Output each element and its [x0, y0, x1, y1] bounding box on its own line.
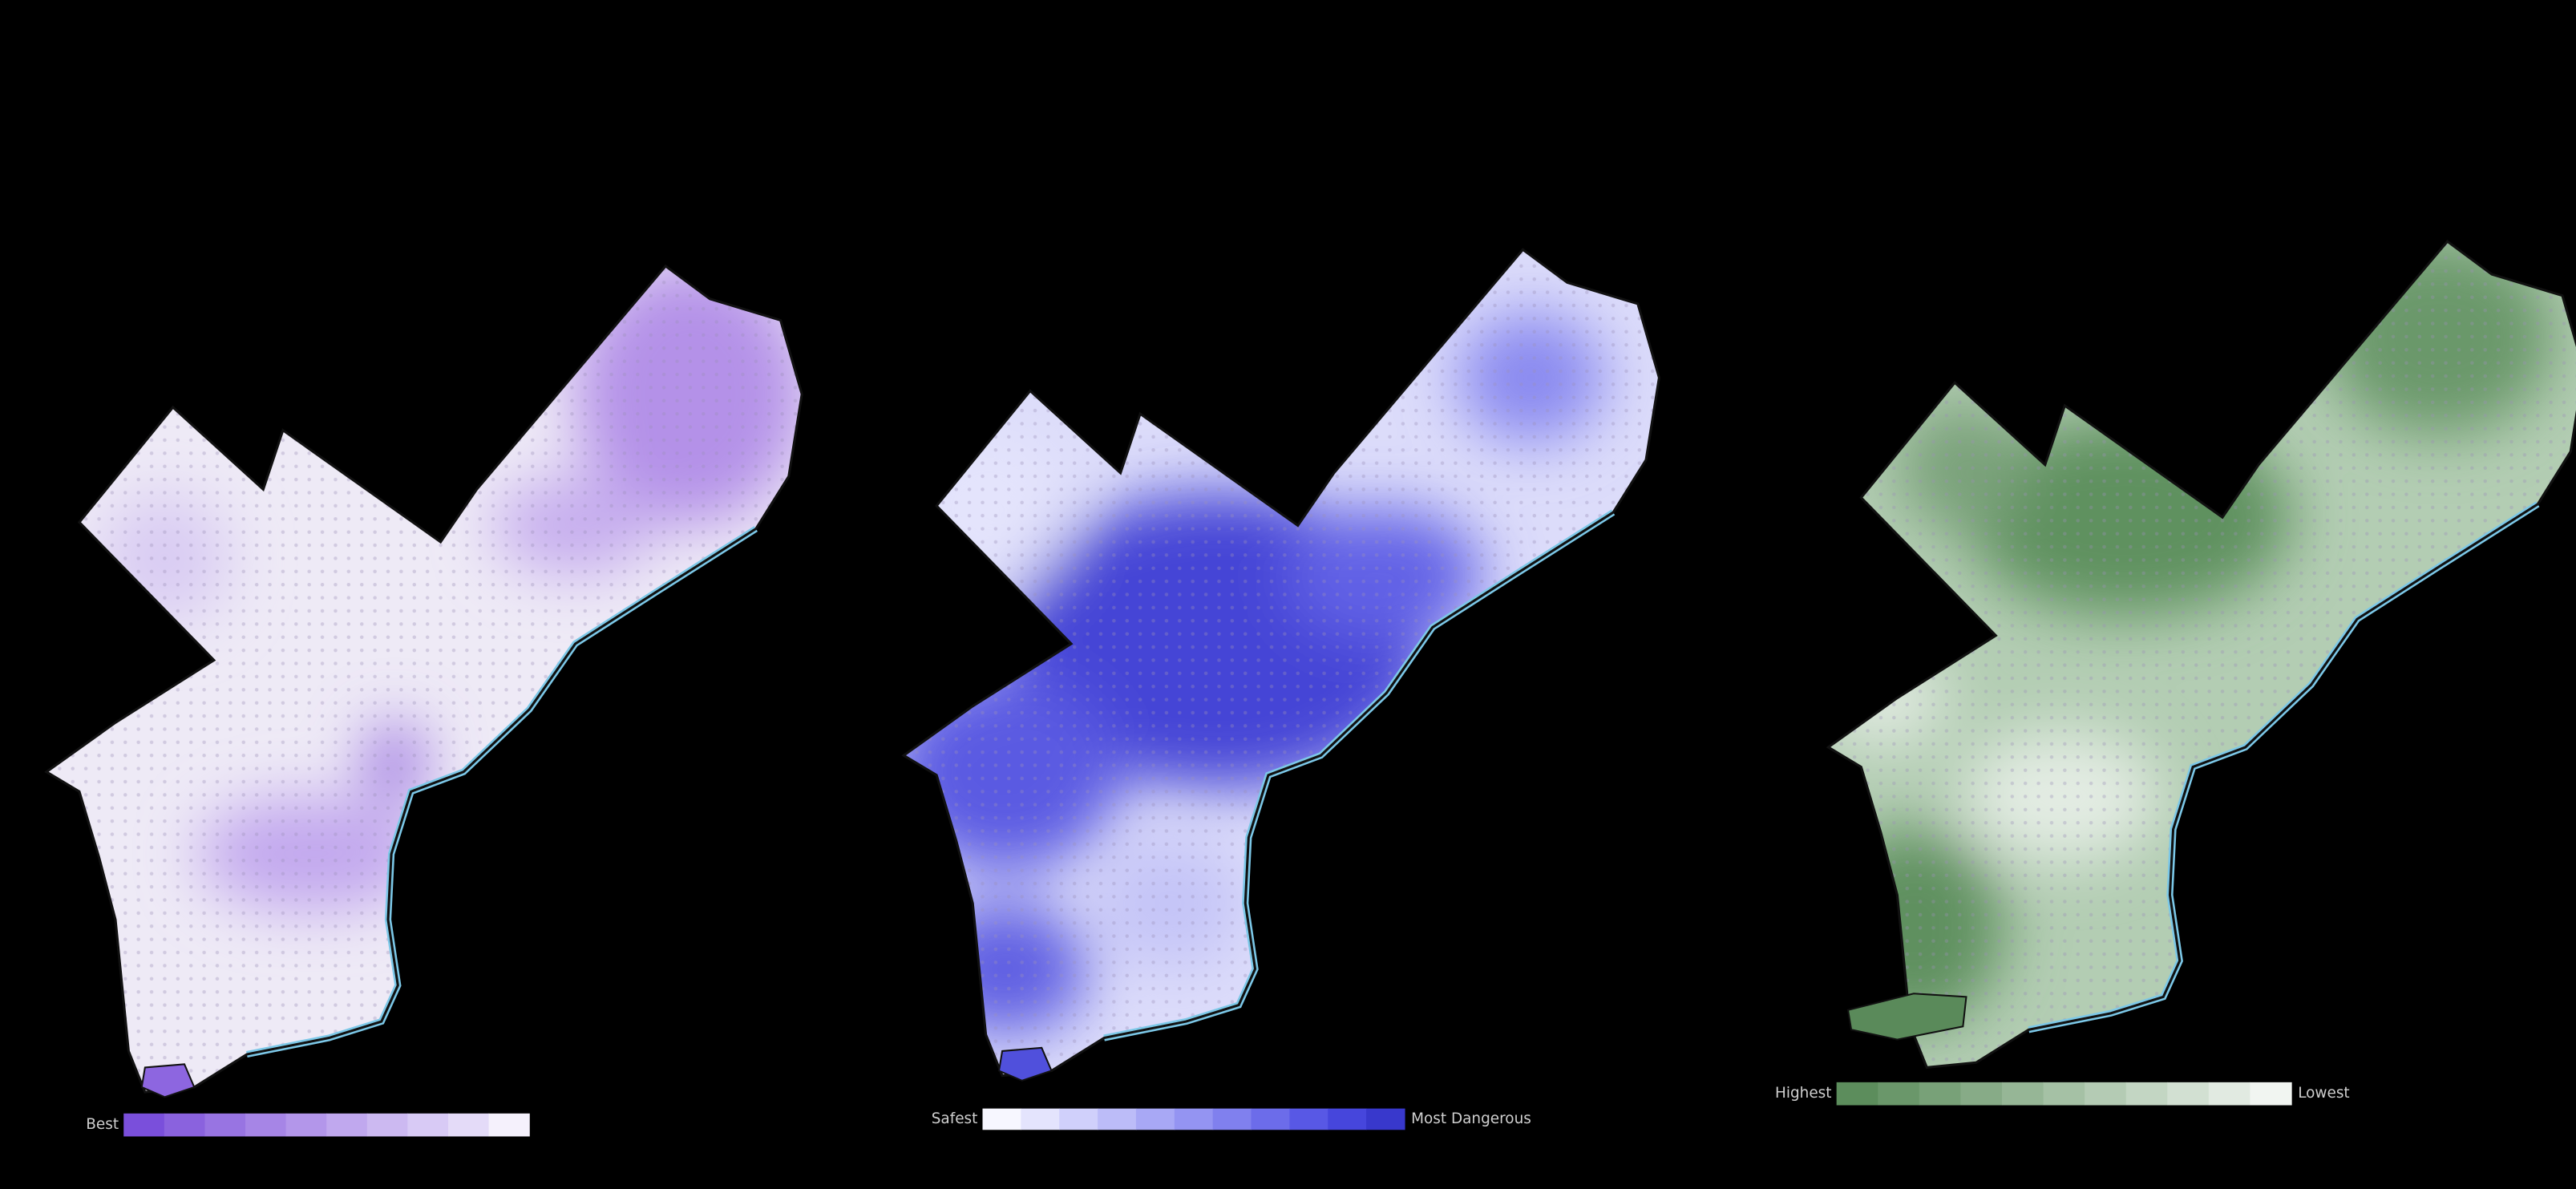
legend-swatch	[407, 1113, 449, 1137]
legend-swatch	[326, 1113, 368, 1137]
legend-swatch	[2208, 1082, 2251, 1106]
legends: Best Safest Most Dangerous Highest Lowest	[86, 1082, 2350, 1137]
legend-swatch	[123, 1113, 165, 1137]
legend-swatch	[2085, 1082, 2127, 1106]
legend-swatch	[1098, 1108, 1137, 1130]
legend-swatch	[1960, 1082, 2003, 1106]
legend-swatch	[1366, 1108, 1405, 1130]
legend-label-right: Most Dangerous	[1411, 1110, 1531, 1127]
legend-swatch	[285, 1113, 327, 1137]
legend-label-left: Safest	[932, 1110, 978, 1127]
legend-swatch	[1289, 1108, 1328, 1130]
legend-swatch	[1212, 1108, 1252, 1130]
map-purple	[45, 265, 803, 1098]
legend-swatch	[1251, 1108, 1290, 1130]
legend-swatch	[2001, 1082, 2044, 1106]
legend-swatch	[1059, 1108, 1098, 1130]
legend-swatch	[2043, 1082, 2085, 1106]
legend-label-left: Highest	[1775, 1085, 1832, 1102]
legend-swatch	[2167, 1082, 2210, 1106]
legend-swatch	[164, 1113, 206, 1137]
legend-swatch	[982, 1108, 1021, 1130]
legend-swatch	[488, 1113, 530, 1137]
legend-swatch	[204, 1113, 246, 1137]
legend-swatch	[1174, 1108, 1214, 1130]
legend-swatch	[447, 1113, 490, 1137]
legend-label-right: Lowest	[2298, 1085, 2349, 1102]
legend-swatch	[1919, 1082, 1962, 1106]
legend-swatch	[2125, 1082, 2168, 1106]
legend-swatch	[1021, 1108, 1060, 1130]
legend-swatch	[2250, 1082, 2292, 1106]
legend-swatch	[366, 1113, 408, 1137]
legend-swatch	[1878, 1082, 1920, 1106]
legend-swatch	[1135, 1108, 1175, 1130]
legend-swatch	[245, 1113, 287, 1137]
legend-swatch	[1328, 1108, 1367, 1130]
legend-swatch	[1836, 1082, 1878, 1106]
legend-label-left: Best	[86, 1116, 119, 1133]
